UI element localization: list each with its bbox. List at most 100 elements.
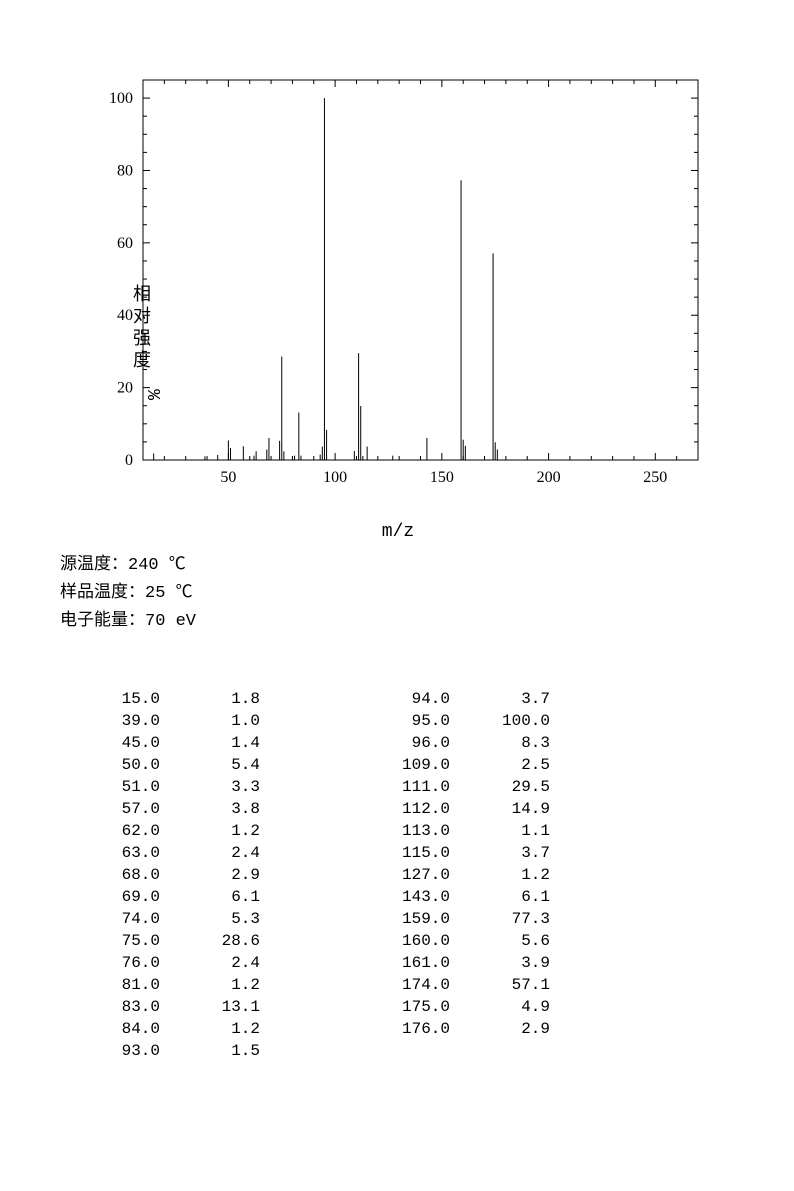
electron-energy: 电子能量：70 eV (60, 608, 196, 636)
table-cell-mz: 62.0 (122, 820, 160, 842)
col2-mz: 94.095.096.0109.0111.0112.0113.0115.0127… (380, 688, 450, 1062)
table-cell-mz: 84.0 (122, 1018, 160, 1040)
table-cell-intensity: 2.5 (521, 754, 550, 776)
table-cell-mz: 39.0 (122, 710, 160, 732)
table-cell-intensity: 13.1 (222, 996, 260, 1018)
table-cell-intensity: 1.4 (231, 732, 260, 754)
table-cell-mz: 83.0 (122, 996, 160, 1018)
table-cell-mz: 174.0 (402, 974, 450, 996)
table-cell-intensity: 1.2 (231, 974, 260, 996)
source-temp-value: 240 ℃ (128, 556, 186, 575)
sample-temp-label: 样品温度： (60, 584, 145, 603)
table-cell-intensity: 3.9 (521, 952, 550, 974)
ylabel-cn: 相 对 强 度 (132, 285, 152, 373)
table-cell-mz: 95.0 (412, 710, 450, 732)
peak-table: 15.039.045.050.051.057.062.063.068.069.0… (90, 688, 710, 1062)
table-cell-intensity: 1.8 (231, 688, 260, 710)
spectrum-svg: 0 20 40 60 80 100 50 100 150 200 250 (88, 70, 708, 500)
table-cell-intensity: 3.3 (231, 776, 260, 798)
table-cell-intensity: 2.9 (521, 1018, 550, 1040)
table-cell-intensity: 5.3 (231, 908, 260, 930)
table-cell-intensity: 3.8 (231, 798, 260, 820)
table-cell-intensity: 14.9 (512, 798, 550, 820)
col1-int: 1.81.01.45.43.33.81.22.42.96.15.328.62.4… (190, 688, 260, 1062)
table-cell-mz: 143.0 (402, 886, 450, 908)
sample-temp: 样品温度：25 ℃ (60, 580, 196, 608)
table-cell-mz: 81.0 (122, 974, 160, 996)
svg-text:0: 0 (125, 452, 133, 469)
svg-text:100: 100 (109, 90, 133, 107)
table-cell-intensity: 5.4 (231, 754, 260, 776)
ylabel-cn-4: 度 (132, 351, 152, 373)
table-cell-mz: 94.0 (412, 688, 450, 710)
table-cell-mz: 57.0 (122, 798, 160, 820)
table-cell-mz: 111.0 (402, 776, 450, 798)
svg-text:50: 50 (220, 469, 236, 486)
peak-table-col2: 94.095.096.0109.0111.0112.0113.0115.0127… (380, 688, 550, 1062)
table-cell-intensity: 1.2 (521, 864, 550, 886)
svg-text:250: 250 (643, 469, 667, 486)
table-cell-mz: 75.0 (122, 930, 160, 952)
table-cell-mz: 63.0 (122, 842, 160, 864)
table-cell-intensity: 3.7 (521, 688, 550, 710)
table-cell-mz: 50.0 (122, 754, 160, 776)
table-cell-mz: 76.0 (122, 952, 160, 974)
conditions-block: 源温度：240 ℃ 样品温度：25 ℃ 电子能量：70 eV (60, 552, 196, 636)
table-cell-mz: 69.0 (122, 886, 160, 908)
table-cell-mz: 68.0 (122, 864, 160, 886)
table-cell-mz: 115.0 (402, 842, 450, 864)
table-cell-intensity: 6.1 (521, 886, 550, 908)
table-cell-intensity: 1.2 (231, 1018, 260, 1040)
table-cell-mz: 96.0 (412, 732, 450, 754)
svg-text:200: 200 (537, 469, 561, 486)
peak-table-col1: 15.039.045.050.051.057.062.063.068.069.0… (90, 688, 260, 1062)
table-cell-intensity: 1.1 (521, 820, 550, 842)
svg-text:40: 40 (117, 307, 133, 324)
table-cell-mz: 15.0 (122, 688, 160, 710)
table-cell-mz: 109.0 (402, 754, 450, 776)
table-cell-mz: 160.0 (402, 930, 450, 952)
table-cell-intensity: 6.1 (231, 886, 260, 908)
table-cell-intensity: 2.4 (231, 842, 260, 864)
ylabel-cn-2: 对 (132, 307, 152, 329)
ylabel-cn-1: 相 (132, 285, 152, 307)
table-cell-intensity: 5.6 (521, 930, 550, 952)
xlabel: m/z (88, 522, 708, 542)
table-cell-intensity: 4.9 (521, 996, 550, 1018)
mass-spectrum-chart: 相 对 强 度 % 02040608010050100150200250 m/z (88, 70, 708, 500)
table-cell-mz: 127.0 (402, 864, 450, 886)
table-cell-mz: 112.0 (402, 798, 450, 820)
table-cell-intensity: 1.2 (231, 820, 260, 842)
table-cell-mz: 45.0 (122, 732, 160, 754)
svg-text:80: 80 (117, 162, 133, 179)
source-temp: 源温度：240 ℃ (60, 552, 196, 580)
table-cell-intensity: 3.7 (521, 842, 550, 864)
table-cell-mz: 159.0 (402, 908, 450, 930)
table-cell-mz: 175.0 (402, 996, 450, 1018)
col2-int: 3.7100.08.32.529.514.91.13.71.26.177.35.… (480, 688, 550, 1062)
ylabel-percent: % (146, 389, 166, 400)
table-cell-mz: 51.0 (122, 776, 160, 798)
ylabel-cn-3: 强 (132, 329, 152, 351)
table-cell-intensity: 29.5 (512, 776, 550, 798)
sample-temp-value: 25 ℃ (145, 584, 193, 603)
table-cell-mz: 161.0 (402, 952, 450, 974)
svg-text:150: 150 (430, 469, 454, 486)
svg-text:100: 100 (323, 469, 347, 486)
svg-text:60: 60 (117, 235, 133, 252)
table-cell-mz: 176.0 (402, 1018, 450, 1040)
table-cell-intensity: 77.3 (512, 908, 550, 930)
table-cell-intensity: 1.5 (231, 1040, 260, 1062)
table-cell-intensity: 100.0 (502, 710, 550, 732)
table-cell-mz: 74.0 (122, 908, 160, 930)
table-cell-intensity: 1.0 (231, 710, 260, 732)
table-cell-intensity: 2.9 (231, 864, 260, 886)
svg-text:20: 20 (117, 380, 133, 397)
table-cell-intensity: 57.1 (512, 974, 550, 996)
table-cell-intensity: 8.3 (521, 732, 550, 754)
source-temp-label: 源温度： (60, 556, 128, 575)
electron-energy-label: 电子能量： (60, 612, 145, 631)
col1-mz: 15.039.045.050.051.057.062.063.068.069.0… (90, 688, 160, 1062)
table-cell-intensity: 28.6 (222, 930, 260, 952)
table-cell-intensity: 2.4 (231, 952, 260, 974)
